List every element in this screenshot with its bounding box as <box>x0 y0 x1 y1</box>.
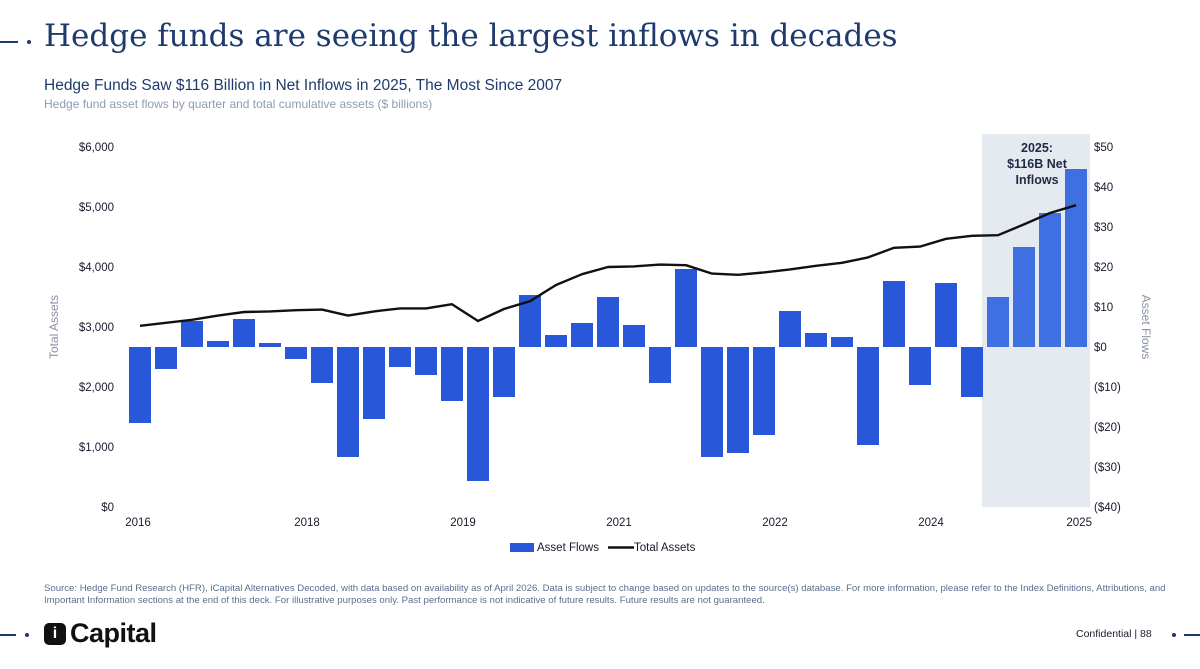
asset-flow-bar <box>155 347 177 369</box>
right-tick: ($10) <box>1094 382 1121 394</box>
left-tick: $5,000 <box>79 202 114 214</box>
annotation-line-1: 2025: <box>1021 141 1053 155</box>
right-tick: $0 <box>1094 342 1107 354</box>
asset-flow-bar <box>701 347 723 457</box>
right-tick: $40 <box>1094 182 1113 194</box>
chart: 2025: $116B Net Inflows $0 $1,000 $2,000… <box>47 134 1153 554</box>
asset-flow-bar <box>1013 247 1035 347</box>
right-tick: ($30) <box>1094 462 1121 474</box>
x-tick: 2024 <box>918 517 944 529</box>
asset-flow-bar <box>1039 213 1061 347</box>
left-tick: $2,000 <box>79 382 114 394</box>
page-title: Hedge funds are seeing the largest inflo… <box>44 18 898 54</box>
confidential-page-number: Confidential | 88 <box>1076 628 1152 640</box>
asset-flow-bar <box>909 347 931 385</box>
total-assets-line <box>139 204 1077 327</box>
asset-flow-bar <box>649 347 671 383</box>
asset-flow-bar <box>311 347 333 383</box>
asset-flow-bar <box>987 297 1009 347</box>
footer-right-dash-decoration <box>1184 634 1200 636</box>
source-footnote: Source: Hedge Fund Research (HFR), iCapi… <box>44 583 1166 606</box>
title-dash-decoration <box>0 41 18 43</box>
footer-right-dot-decoration <box>1172 633 1176 637</box>
asset-flow-bar <box>597 297 619 347</box>
asset-flow-bar <box>623 325 645 347</box>
asset-flow-bar <box>129 347 151 423</box>
annotation-line-3: Inflows <box>1015 173 1058 187</box>
chart-subtitle: Hedge fund asset flows by quarter and to… <box>44 97 433 111</box>
left-tick: $1,000 <box>79 442 114 454</box>
x-tick: 2018 <box>294 517 320 529</box>
right-axis-label: Asset Flows <box>1139 295 1153 360</box>
asset-flow-bar <box>337 347 359 457</box>
right-axis-ticks: ($40) ($30) ($20) ($10) $0 $10 $20 $30 $… <box>1094 142 1121 514</box>
asset-flow-bar <box>181 321 203 347</box>
asset-flow-bar <box>857 347 879 445</box>
asset-flow-bar <box>779 311 801 347</box>
asset-flow-bar <box>519 295 541 347</box>
legend-swatch-asset-flows <box>510 543 534 552</box>
x-axis-ticks: 2016 2018 2019 2021 2022 2024 2025 <box>125 517 1092 529</box>
asset-flow-bar <box>285 347 307 359</box>
x-tick: 2021 <box>606 517 632 529</box>
x-tick: 2019 <box>450 517 476 529</box>
left-tick: $4,000 <box>79 262 114 274</box>
asset-flow-bar <box>727 347 749 453</box>
asset-flow-bar <box>753 347 775 435</box>
icapital-logo-text: Capital <box>70 618 157 648</box>
legend-label-asset-flows: Asset Flows <box>537 542 599 554</box>
left-tick: $3,000 <box>79 322 114 334</box>
left-axis-label: Total Assets <box>47 295 61 359</box>
asset-flow-bar <box>415 347 437 375</box>
asset-flow-bars <box>129 169 1087 481</box>
annotation-2025: 2025: $116B Net Inflows <box>1007 141 1068 187</box>
right-tick: $50 <box>1094 142 1113 154</box>
x-tick: 2025 <box>1066 517 1092 529</box>
asset-flow-bar <box>259 343 281 347</box>
right-tick: $30 <box>1094 222 1113 234</box>
asset-flow-bar <box>233 319 255 347</box>
asset-flow-bar <box>805 333 827 347</box>
asset-flow-bar <box>571 323 593 347</box>
asset-flow-bar <box>961 347 983 397</box>
x-tick: 2016 <box>125 517 151 529</box>
x-tick: 2022 <box>762 517 788 529</box>
annotation-line-2: $116B Net <box>1007 157 1068 171</box>
right-tick: ($40) <box>1094 502 1121 514</box>
asset-flow-bar <box>545 335 567 347</box>
footer-dot-decoration <box>25 633 29 637</box>
asset-flow-bar <box>935 283 957 347</box>
icapital-logo-mark-icon: i <box>44 622 66 645</box>
asset-flow-bar <box>831 337 853 347</box>
asset-flow-bar <box>207 341 229 347</box>
right-tick: ($20) <box>1094 422 1121 434</box>
icapital-logo: i Capital <box>44 618 157 649</box>
legend: Asset Flows Total Assets <box>510 542 696 554</box>
right-tick: $10 <box>1094 302 1113 314</box>
chart-title: Hedge Funds Saw $116 Billion in Net Infl… <box>44 77 563 94</box>
asset-flow-bar <box>493 347 515 397</box>
asset-flow-bar <box>389 347 411 367</box>
asset-flow-bar <box>441 347 463 401</box>
right-tick: $20 <box>1094 262 1113 274</box>
left-tick: $6,000 <box>79 142 114 154</box>
asset-flow-bar <box>675 269 697 347</box>
asset-flow-bar <box>467 347 489 481</box>
asset-flow-bar <box>1065 169 1087 347</box>
legend-label-total-assets: Total Assets <box>634 542 696 554</box>
asset-flow-bar <box>363 347 385 419</box>
title-dot-decoration <box>27 40 31 44</box>
asset-flow-bar <box>883 281 905 347</box>
left-axis-ticks: $0 $1,000 $2,000 $3,000 $4,000 $5,000 $6… <box>79 142 114 514</box>
footer-dash-decoration <box>0 634 16 636</box>
left-tick: $0 <box>101 502 114 514</box>
